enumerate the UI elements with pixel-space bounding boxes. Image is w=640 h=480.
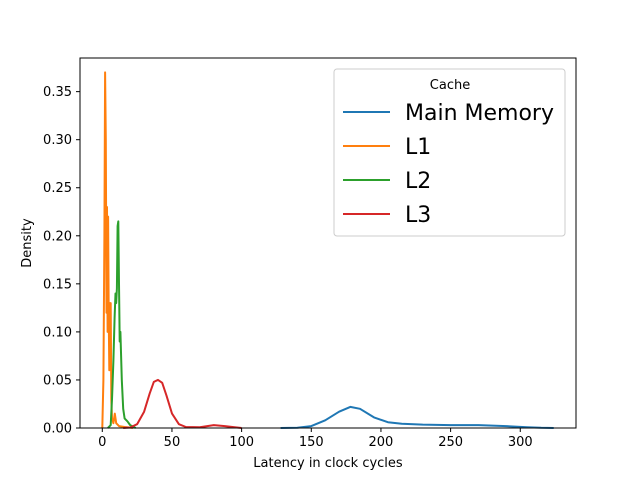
y-tick-label: 0.20: [43, 229, 72, 244]
y-tick-label: 0.35: [43, 85, 72, 100]
y-tick-label: 0.10: [43, 325, 72, 340]
plot-frame: [79, 57, 577, 429]
y-axis: 0.00 0.05 0.10 0.15 0.20 0.25 0.30 0.35: [43, 85, 80, 437]
x-tick-label: 200: [369, 435, 394, 450]
legend-label-l1: L1: [405, 135, 431, 160]
legend-box: [333, 68, 566, 237]
series-line-l1: [101, 71, 134, 429]
x-axis: 0 50 100 150 200 250 300: [98, 428, 533, 450]
series-line-l3: [123, 378, 242, 429]
x-tick-label: 250: [438, 435, 463, 450]
y-tick-label: 0.05: [43, 373, 72, 388]
plot-lines: [101, 71, 554, 429]
legend-label-l2: L2: [405, 169, 431, 194]
x-axis-label: Latency in clock cycles: [253, 456, 403, 471]
y-tick-label: 0.30: [43, 133, 72, 148]
series-line-main-memory: [280, 405, 554, 429]
x-tick-label: 100: [229, 435, 254, 450]
legend-label-l3: L3: [405, 203, 431, 228]
x-tick-label: 0: [98, 435, 106, 450]
legend: Cache Main Memory L1 L2 L3: [333, 68, 566, 237]
y-tick-label: 0.00: [43, 422, 72, 437]
legend-label-main-memory: Main Memory: [405, 101, 554, 126]
x-tick-label: 300: [508, 435, 533, 450]
x-tick-label: 50: [164, 435, 181, 450]
y-tick-label: 0.15: [43, 277, 72, 292]
x-tick-label: 150: [299, 435, 324, 450]
y-tick-label: 0.25: [43, 181, 72, 196]
y-axis-label: Density: [20, 218, 35, 268]
series-line-l2: [107, 220, 137, 429]
legend-title: Cache: [430, 78, 470, 93]
